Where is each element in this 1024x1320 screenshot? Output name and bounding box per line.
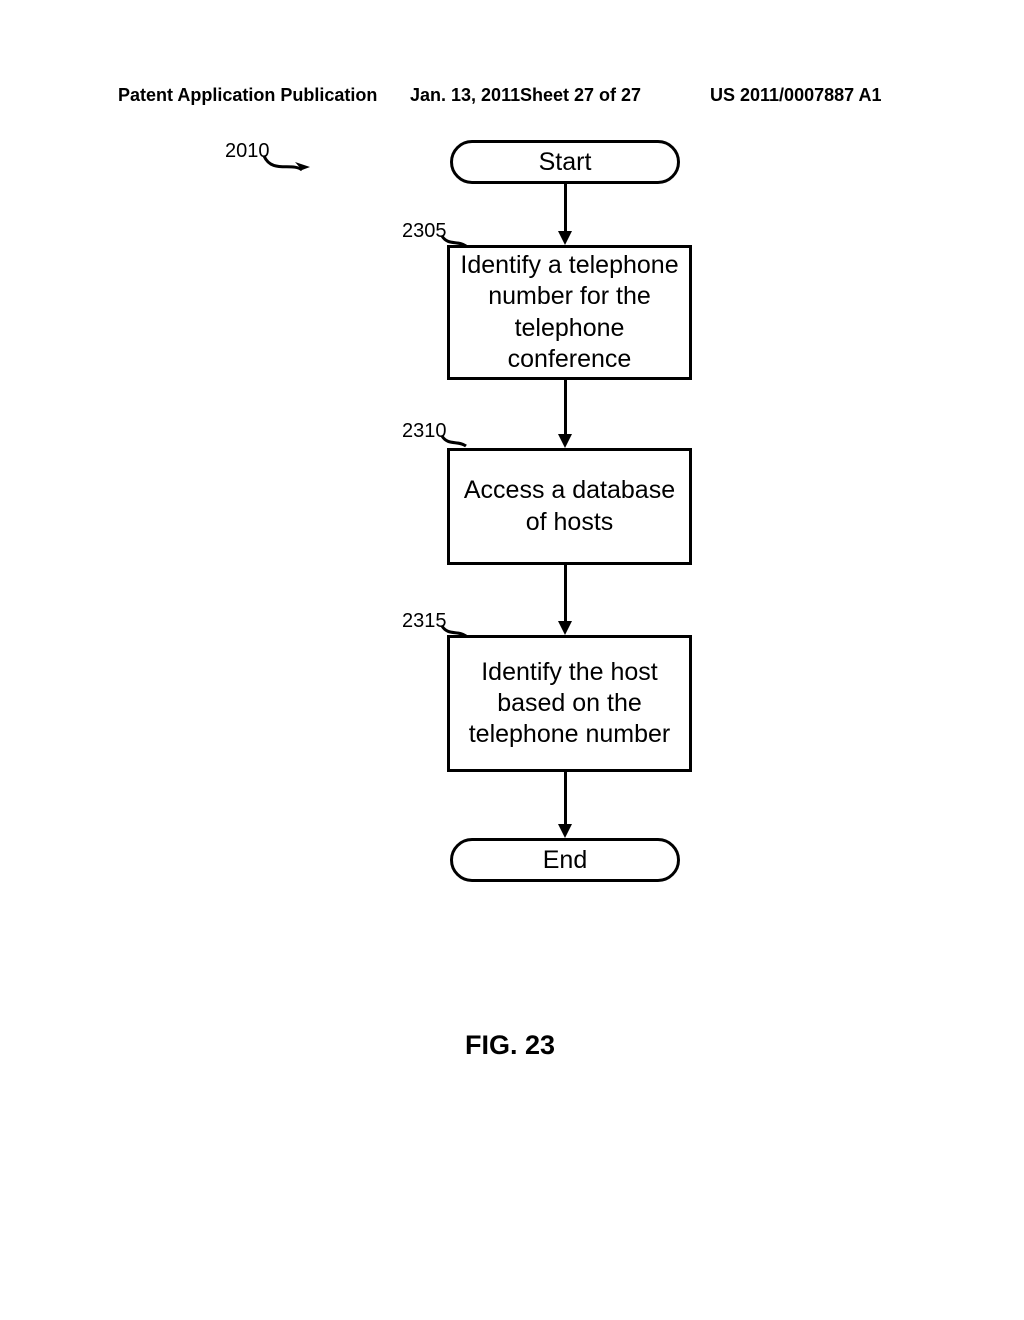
step1-node: Identify a telephone number for the tele… [447,245,692,380]
start-node: Start [450,140,680,184]
arrowhead-step3-end [558,824,572,838]
figure-label: FIG. 23 [465,1030,555,1061]
arrowhead-step1-step2 [558,434,572,448]
arrow-start-step1 [564,184,567,231]
step2-label: Access a database of hosts [458,475,681,538]
step3-node: Identify the host based on the telephone… [447,635,692,772]
end-label: End [543,846,587,875]
arrow-step1-step2 [564,380,567,434]
ref-leader-2010 [262,152,317,180]
arrow-step3-end [564,772,567,824]
arrowhead-step2-step3 [558,621,572,635]
figure-label-text: FIG. 23 [465,1030,555,1060]
arrowhead-start-step1 [558,231,572,245]
arrow-step2-step3 [564,565,567,621]
start-label: Start [539,148,592,177]
step2-node: Access a database of hosts [447,448,692,565]
end-node: End [450,838,680,882]
step3-label: Identify the host based on the telephone… [458,657,681,751]
flowchart-diagram: 2010 Start 2305 Identify a telephone num… [0,0,1024,1320]
step1-label: Identify a telephone number for the tele… [458,250,681,375]
